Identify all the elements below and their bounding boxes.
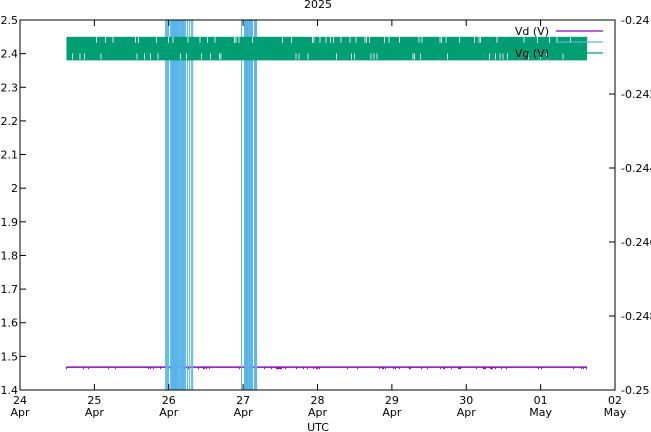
y-tick-label: 1.8	[1, 249, 19, 262]
y2-tick-label: -0.24	[621, 14, 649, 27]
x-tick-label-day: 26	[162, 394, 176, 407]
y-tick-label: 1.9	[1, 216, 19, 229]
legend: Vd (V) Vg (V)	[515, 25, 603, 60]
series-layer	[65, 20, 588, 390]
x-tick-label-day: 25	[87, 394, 101, 407]
x-axis-label: UTC	[307, 421, 329, 432]
x-tick-label-month: Apr	[457, 406, 477, 419]
vg-band	[66, 36, 588, 61]
series-0	[65, 366, 588, 370]
x-tick-label-day: 30	[459, 394, 473, 407]
x-tick-label-month: May	[604, 406, 627, 419]
y-tick-label: 1.5	[1, 350, 19, 363]
x-tick-label-month: Apr	[234, 406, 254, 419]
chart-title: 2025	[304, 0, 332, 11]
y2-tick-label: -0.25	[621, 384, 649, 397]
y2-tick-label: -0.242	[621, 88, 651, 101]
x-tick-label-day: 27	[236, 394, 250, 407]
x-tick-label-day: 24	[13, 394, 27, 407]
x-tick-label-month: Apr	[10, 406, 30, 419]
x-tick-label-day: 02	[608, 394, 622, 407]
y2-tick-label: -0.244	[621, 162, 651, 175]
legend-label: Vg (V)	[515, 47, 549, 60]
y-tick-label: 2.2	[1, 115, 19, 128]
x-tick-label-day: 28	[311, 394, 325, 407]
x-tick-label-month: Apr	[85, 406, 105, 419]
x-tick-label-month: Apr	[159, 406, 179, 419]
y-tick-label: 2.3	[1, 81, 19, 94]
series-1	[165, 20, 258, 390]
y-tick-label: 1.4	[1, 384, 19, 397]
y-tick-label: 1.6	[1, 317, 19, 330]
x-tick-label-month: Apr	[308, 406, 328, 419]
y-tick-label: 2.5	[1, 14, 19, 27]
series-band	[244, 20, 252, 390]
plot-frame	[19, 19, 616, 391]
series-2	[66, 36, 588, 61]
y-tick-label: 2.4	[1, 48, 19, 61]
x-tick-label-day: 29	[385, 394, 399, 407]
x-tick-label-month: May	[529, 406, 552, 419]
x-tick-label-day: 01	[534, 394, 548, 407]
y-tick-label: 2.1	[1, 149, 19, 162]
legend-label: Vd (V)	[515, 25, 549, 38]
y-tick-label: 2	[11, 182, 18, 195]
series-band	[171, 20, 184, 390]
y-tick-label: 1.7	[1, 283, 19, 296]
y2-tick-label: -0.246	[621, 236, 651, 249]
y2-tick-label: -0.248	[621, 310, 651, 323]
axes-layer: 24Apr25Apr26Apr27Apr28Apr29Apr30Apr01May…	[1, 14, 651, 419]
x-tick-label-month: Apr	[382, 406, 402, 419]
